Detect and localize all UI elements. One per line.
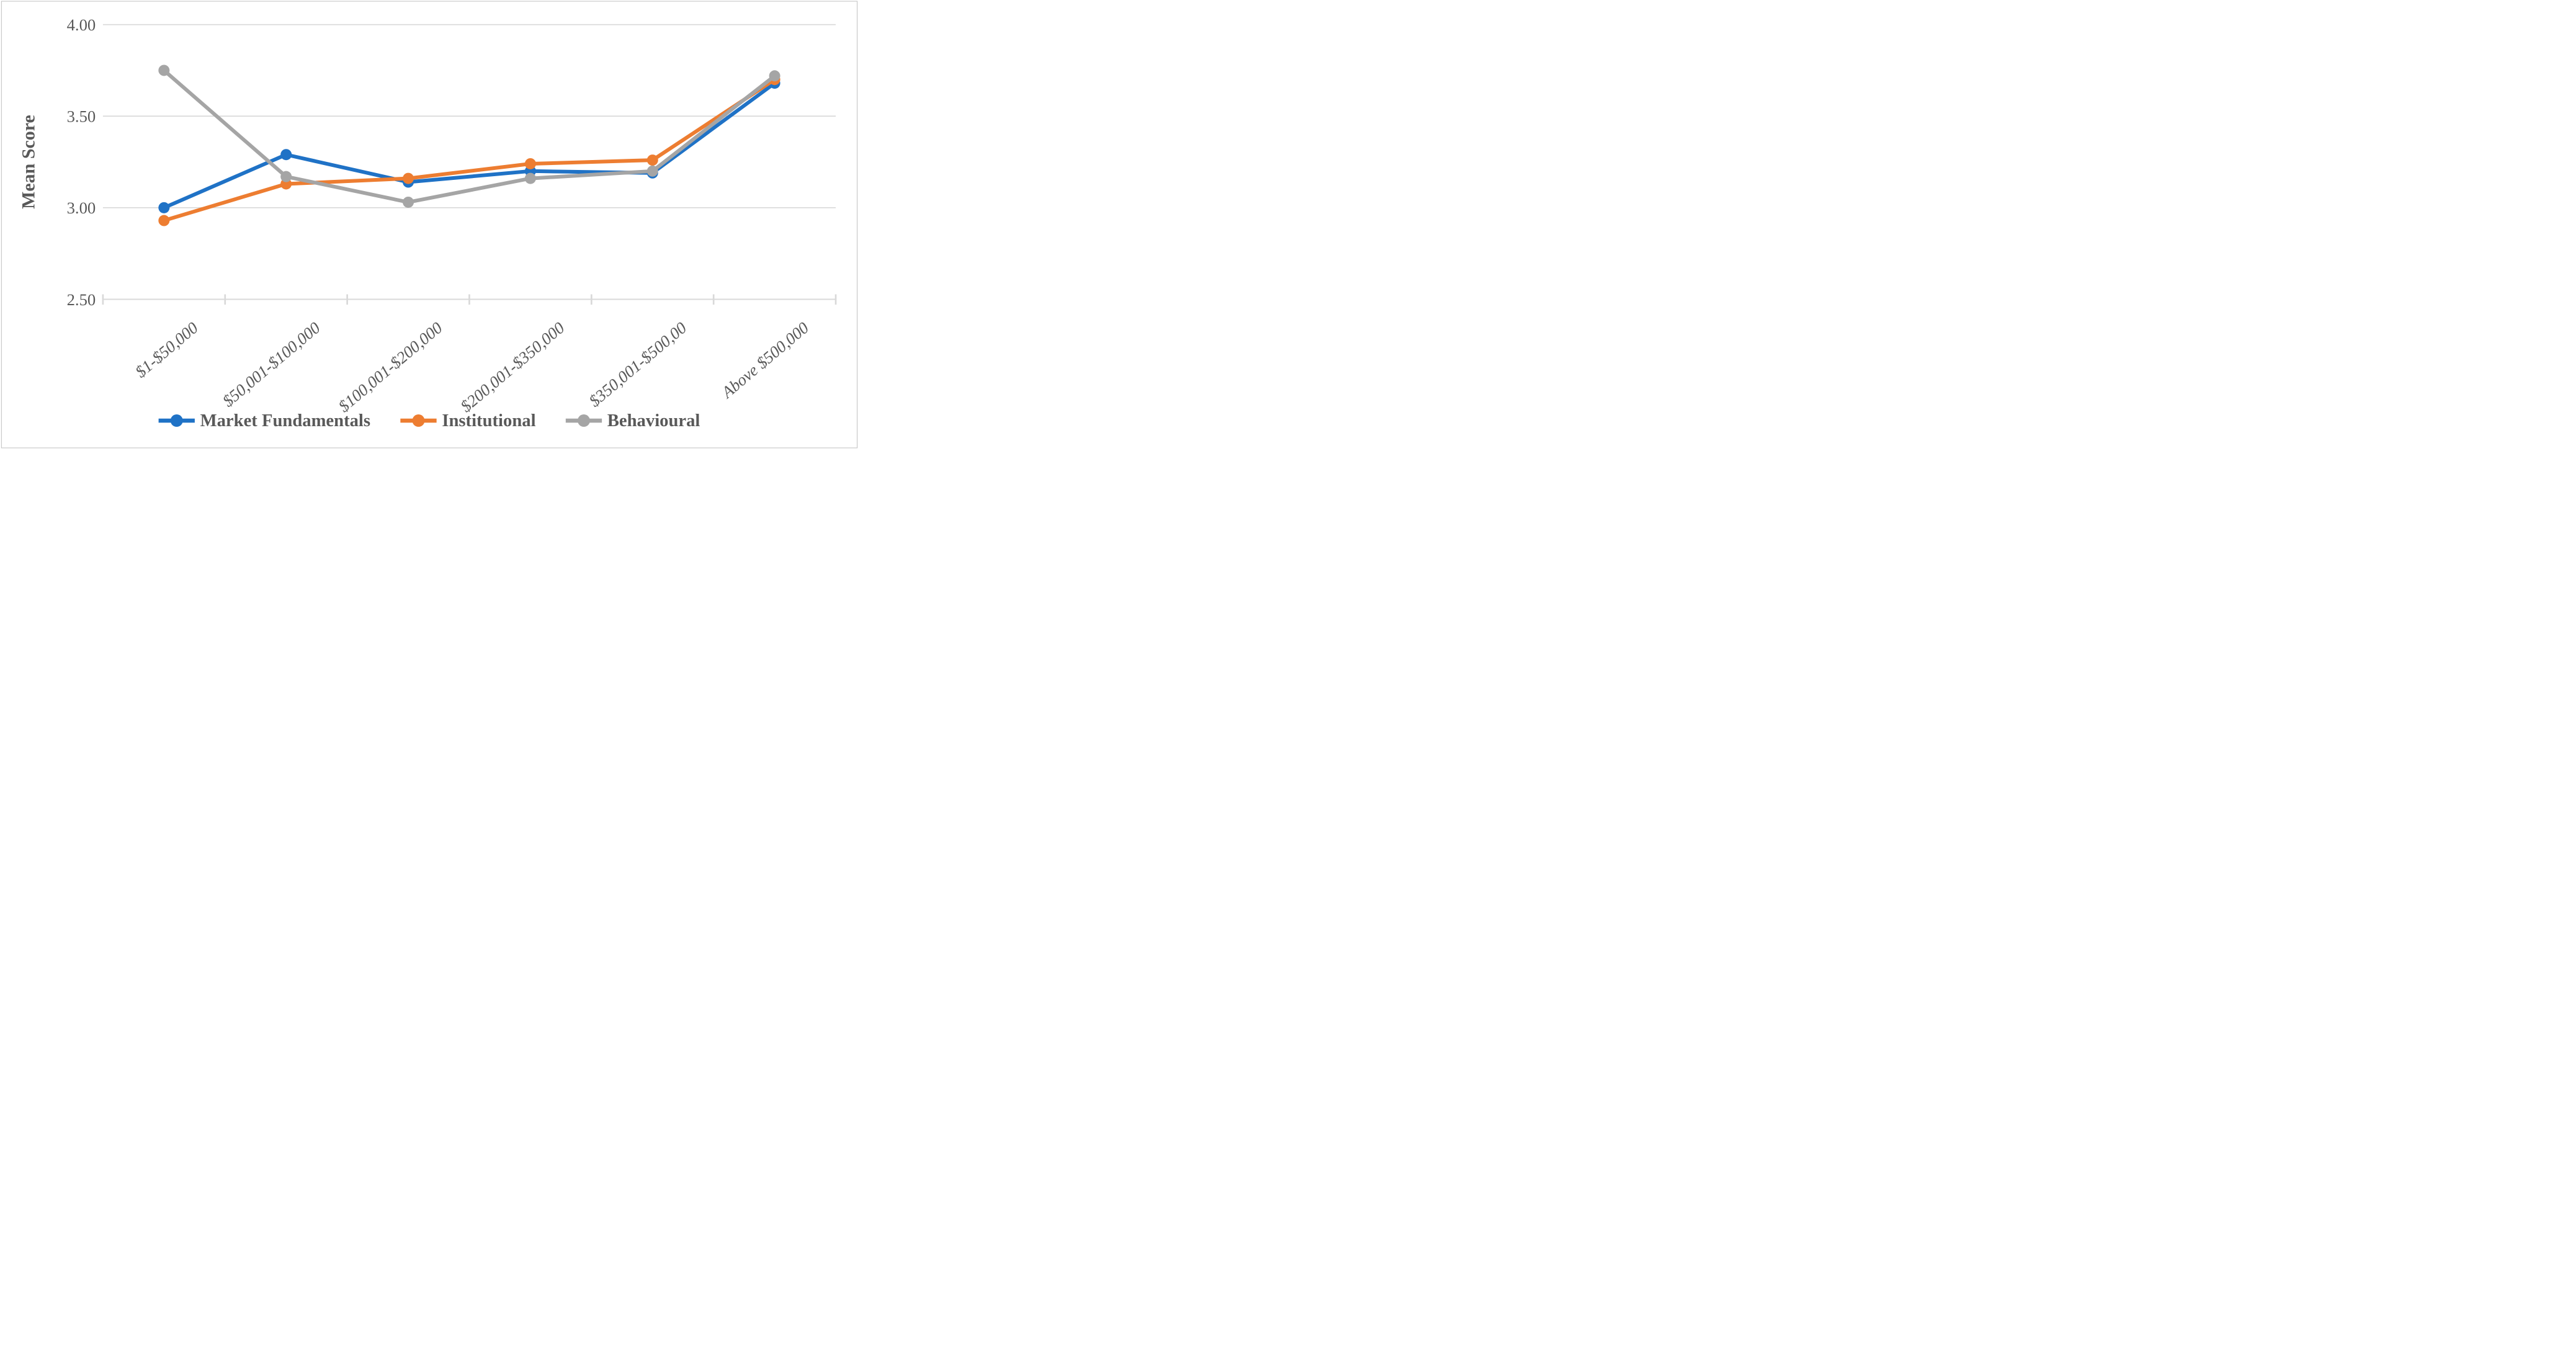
data-point-market-fundamentals-1 (280, 149, 292, 161)
data-point-institutional-4 (646, 154, 658, 166)
data-point-institutional-3 (524, 158, 536, 169)
series-line-market-fundamentals (163, 81, 776, 210)
data-point-behavioural-1 (280, 171, 292, 182)
legend-marker-dot (412, 414, 425, 427)
y-axis-title: Mean Score (18, 115, 38, 209)
data-point-behavioural-2 (403, 196, 414, 208)
series-line-behavioural (163, 69, 776, 204)
x-axis-category-label: $50,001-$100,000 (219, 318, 324, 411)
mean-score-line-chart-figure: 4.00 3.50 3.00 2.50 Mean Score $1-$50,000 $50,… (0, 0, 859, 449)
legend-item-label: Market Fundamentals (200, 411, 370, 431)
legend-item-institutional: Institutional (400, 411, 536, 431)
data-point-behavioural-5 (769, 70, 780, 82)
y-axis-tick-label: 2.50 (67, 290, 96, 309)
legend-item-behavioural: Behavioural (565, 411, 700, 431)
data-point-market-fundamentals-0 (158, 202, 170, 213)
y-axis-tick-label: 4.00 (67, 16, 96, 34)
data-point-institutional-0 (158, 215, 170, 226)
legend-item-label: Institutional (442, 411, 535, 431)
legend: Market Fundamentals Institutional Behaviou… (158, 411, 700, 431)
mean-score-line-chart: 4.00 3.50 3.00 2.50 Mean Score $1-$50,000 $50,… (1, 1, 858, 449)
legend-marker-dot (577, 414, 590, 427)
y-axis-tick-label: 3.00 (67, 199, 96, 217)
x-axis-category-label: $100,001-$200,000 (334, 318, 445, 416)
data-point-institutional-2 (403, 172, 414, 184)
x-axis-category-label: $200,001-$350,000 (457, 318, 568, 416)
legend-item-label: Behavioural (607, 411, 700, 431)
series-behavioural (158, 65, 780, 208)
y-axis-tick-label: 3.50 (67, 107, 96, 126)
x-axis-category-label: $350,001-$500,00 (585, 318, 690, 411)
legend-item-market-fundamentals: Market Fundamentals (158, 411, 370, 431)
series-line-institutional (163, 78, 776, 223)
legend-marker-dot (170, 414, 183, 427)
series-institutional (158, 74, 780, 226)
figure-border (1, 1, 858, 449)
x-axis-category-label: $1-$50,000 (132, 318, 202, 381)
x-axis-category-label: Above $500,000 (717, 318, 812, 403)
data-point-behavioural-4 (646, 165, 658, 177)
data-point-behavioural-3 (524, 172, 536, 184)
data-point-behavioural-0 (158, 65, 170, 76)
